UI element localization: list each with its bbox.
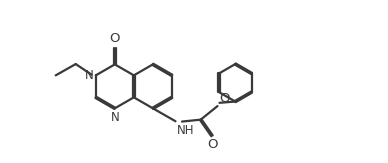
Text: O: O	[109, 32, 120, 45]
Text: N: N	[111, 111, 119, 124]
Text: N: N	[85, 69, 94, 82]
Text: O: O	[219, 92, 230, 105]
Text: O: O	[208, 138, 218, 151]
Text: NH: NH	[177, 125, 194, 137]
